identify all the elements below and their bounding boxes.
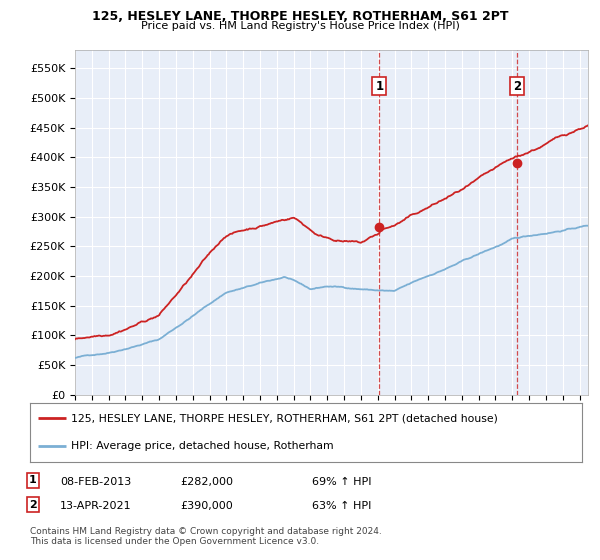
Text: 13-APR-2021: 13-APR-2021 — [60, 501, 131, 511]
Text: HPI: Average price, detached house, Rotherham: HPI: Average price, detached house, Roth… — [71, 441, 334, 451]
Text: 1: 1 — [29, 475, 37, 486]
Text: 125, HESLEY LANE, THORPE HESLEY, ROTHERHAM, S61 2PT (detached house): 125, HESLEY LANE, THORPE HESLEY, ROTHERH… — [71, 413, 498, 423]
Text: 2: 2 — [513, 80, 521, 92]
Text: 63% ↑ HPI: 63% ↑ HPI — [312, 501, 371, 511]
Text: £282,000: £282,000 — [180, 477, 233, 487]
Text: 2: 2 — [29, 500, 37, 510]
Text: 125, HESLEY LANE, THORPE HESLEY, ROTHERHAM, S61 2PT: 125, HESLEY LANE, THORPE HESLEY, ROTHERH… — [92, 10, 508, 22]
Text: 1: 1 — [376, 80, 383, 92]
Text: Contains HM Land Registry data © Crown copyright and database right 2024.
This d: Contains HM Land Registry data © Crown c… — [30, 526, 382, 546]
Text: £390,000: £390,000 — [180, 501, 233, 511]
Text: 69% ↑ HPI: 69% ↑ HPI — [312, 477, 371, 487]
Text: 08-FEB-2013: 08-FEB-2013 — [60, 477, 131, 487]
Text: Price paid vs. HM Land Registry's House Price Index (HPI): Price paid vs. HM Land Registry's House … — [140, 21, 460, 31]
